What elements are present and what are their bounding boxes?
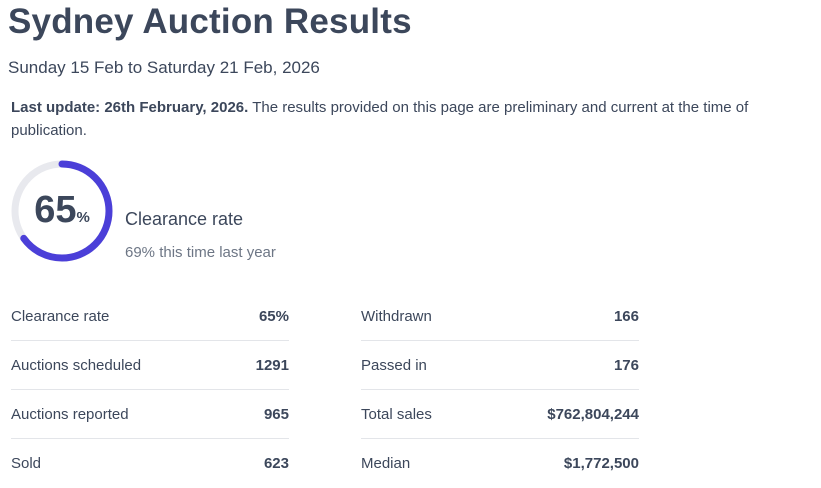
stat-label: Sold — [11, 455, 42, 472]
stat-label: Total sales — [361, 405, 432, 423]
clearance-value: 65 — [34, 189, 77, 231]
stat-row: Auctions reported 965 — [11, 390, 289, 439]
clearance-ring: 65% — [11, 160, 113, 262]
stats-table-left: Clearance rate 65% Auctions scheduled 1291 A… — [11, 292, 289, 488]
clearance-label: Clearance rate — [125, 209, 244, 229]
page-title: Sydney Auction Results — [8, 2, 412, 41]
stat-row: Passed in 176 — [361, 341, 639, 390]
stat-label: Clearance rate — [11, 307, 110, 325]
clearance-unit: % — [76, 209, 90, 226]
date-range: Sunday 15 Feb to Saturday 21 Feb, 2026 — [8, 58, 320, 77]
last-year-comparison: 69% this time last year — [125, 244, 276, 261]
update-disclaimer: The results provided on this page are pr… — [11, 99, 749, 139]
update-notice: Last update: 26th February, 2026. The re… — [11, 96, 816, 142]
stat-label: Median — [361, 455, 411, 472]
stat-row: Clearance rate 65% — [11, 292, 289, 341]
stat-label: Auctions scheduled — [11, 356, 142, 374]
ring-progress — [11, 160, 113, 262]
stat-value: 176 — [613, 356, 639, 374]
stat-label: Withdrawn — [361, 307, 432, 325]
stat-value: $762,804,244 — [547, 405, 639, 423]
stat-value: 1291 — [255, 356, 289, 374]
stat-row: Sold 623 — [11, 439, 289, 488]
stat-label: Auctions reported — [11, 405, 129, 423]
stat-value: 965 — [263, 405, 289, 423]
clearance-percent: 65% — [11, 190, 113, 238]
stat-row: Total sales $762,804,244 — [361, 390, 639, 439]
stat-value: 623 — [263, 455, 289, 472]
stats-table-right: Withdrawn 166 Passed in 176 Total sales $762,… — [361, 292, 639, 488]
stat-row: Withdrawn 166 — [361, 292, 639, 341]
stat-row: Median $1,772,500 — [361, 439, 639, 488]
stat-value: 65% — [258, 307, 289, 325]
stat-value: 166 — [613, 307, 639, 325]
stat-row: Auctions scheduled 1291 — [11, 341, 289, 390]
clearance-ring-chart — [11, 160, 113, 262]
stat-value: $1,772,500 — [563, 455, 639, 472]
stat-label: Passed in — [361, 356, 427, 374]
update-date: Last update: 26th February, 2026. — [11, 99, 249, 116]
